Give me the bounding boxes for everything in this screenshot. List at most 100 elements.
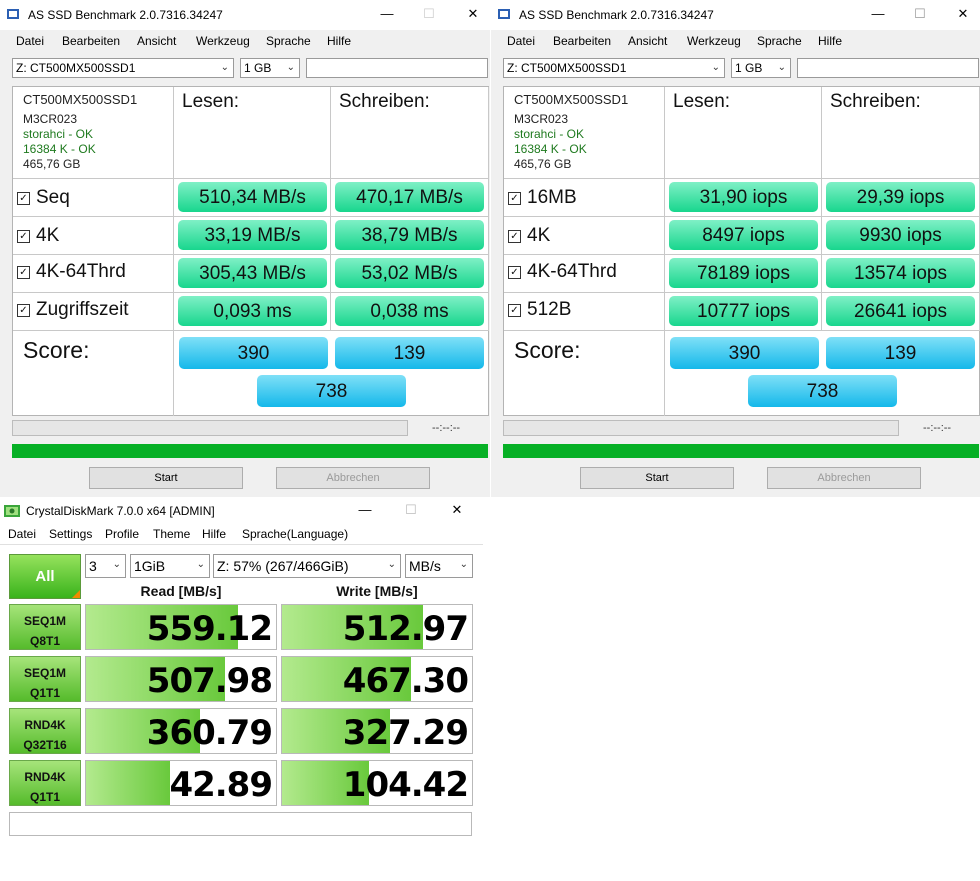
drive-select-value: Z: 57% (267/466GiB) [217,558,349,574]
minimize-button[interactable]: — [358,502,372,517]
test-button[interactable]: SEQ1M Q1T1 [9,656,81,702]
write-value: 467.30 [342,661,469,701]
checkbox-checked-icon[interactable]: ✓ [17,230,30,243]
menu-hilfe[interactable]: Hilfe [818,34,843,48]
elapsed-time: --:--:-- [432,422,461,434]
checkbox-checked-icon[interactable]: ✓ [508,192,521,205]
read-value: 360.79 [146,713,273,753]
drive-select[interactable]: Z: CT500MX500SSD1 ⌄ [12,58,234,78]
drive-select[interactable]: Z: 57% (267/466GiB) ⌄ [213,554,401,578]
write-value: 327.29 [342,713,469,753]
drive-select-value: Z: CT500MX500SSD1 [507,61,627,75]
checkbox-checked-icon[interactable]: ✓ [17,192,30,205]
unit-select[interactable]: MB/s ⌄ [405,554,473,578]
menu-bearbeiten[interactable]: Bearbeiten [553,34,612,48]
row-access-label[interactable]: ✓ Zugriffszeit [13,293,174,331]
read-result: 42.89 [85,760,277,806]
as-ssd-window-left: AS SSD Benchmark 2.0.7316.34247 — ☐ ✕ Da… [0,0,490,497]
checkbox-checked-icon[interactable]: ✓ [17,304,30,317]
write-header: Schreiben: [339,91,430,112]
drive-select[interactable]: Z: CT500MX500SSD1 ⌄ [503,58,725,78]
result-value: 31,90 iops [669,182,818,212]
score-label: Score: [23,337,90,363]
test-button[interactable]: RND4K Q32T16 [9,708,81,754]
count-select[interactable]: 3 ⌄ [85,554,126,578]
abort-button[interactable]: Abbrechen [767,467,921,489]
menu-language[interactable]: Sprache(Language) [242,527,349,541]
row-seq-read: 510,34 MB/s [174,179,331,217]
menu-sprache[interactable]: Sprache [266,34,311,48]
capacity: 465,76 GB [514,157,572,171]
row-4k64-label[interactable]: ✓ 4K-64Thrd [504,255,665,293]
read-result: 507.98 [85,656,277,702]
text-field[interactable] [306,58,488,78]
result-value: 510,34 MB/s [178,182,327,212]
close-button[interactable]: ✕ [467,6,479,21]
test-button[interactable]: SEQ1M Q8T1 [9,604,81,650]
score-label-cell: Score: [504,331,665,416]
menu-ansicht[interactable]: Ansicht [137,34,177,48]
row-512b-label[interactable]: ✓ 512B [504,293,665,331]
read-level-fill [86,605,238,649]
row-4k-label[interactable]: ✓ 4K [13,217,174,255]
menu-hilfe[interactable]: Hilfe [327,34,352,48]
write-result: 512.97 [281,604,473,650]
maximize-button[interactable]: ☐ [423,6,435,21]
write-header: Write [MB/s] [336,583,418,599]
row-seq-label[interactable]: ✓ Seq [13,179,174,217]
row-label: Seq [36,187,70,208]
menu-theme[interactable]: Theme [153,527,191,541]
menu-datei[interactable]: Datei [507,34,536,48]
abort-button[interactable]: Abbrechen [276,467,430,489]
row-512b-read: 10777 iops [665,293,822,331]
alignment-status: 16384 K - OK [23,142,96,156]
read-header-cell: Lesen: [665,87,822,179]
row-4k64-label[interactable]: ✓ 4K-64Thrd [13,255,174,293]
close-button[interactable]: ✕ [451,502,463,517]
row-access-read: 0,093 ms [174,293,331,331]
menu-settings[interactable]: Settings [49,527,93,541]
result-value: 26641 iops [826,296,975,326]
size-select[interactable]: 1 GB ⌄ [731,58,791,78]
menu-sprache[interactable]: Sprache [757,34,802,48]
as-ssd-window-right: AS SSD Benchmark 2.0.7316.34247 — ☐ ✕ Da… [491,0,980,497]
result-value: 38,79 MB/s [335,220,484,250]
row-16mb-label[interactable]: ✓ 16MB [504,179,665,217]
progress-bar [503,420,899,436]
minimize-button[interactable]: — [380,6,394,21]
test-name: RND4K [24,770,66,784]
menu-werkzeug[interactable]: Werkzeug [687,34,741,48]
chevron-down-icon: ⌄ [286,62,295,73]
maximize-button[interactable]: ☐ [405,502,417,517]
test-button[interactable]: RND4K Q1T1 [9,760,81,806]
size-select[interactable]: 1 GB ⌄ [240,58,300,78]
text-field[interactable] [797,58,979,78]
menu-werkzeug[interactable]: Werkzeug [196,34,250,48]
all-button[interactable]: All [9,554,81,599]
read-value: 42.89 [169,765,273,805]
checkbox-checked-icon[interactable]: ✓ [508,266,521,279]
chevron-down-icon: ⌄ [112,559,121,570]
menu-ansicht[interactable]: Ansicht [628,34,668,48]
start-button[interactable]: Start [89,467,243,489]
chevron-down-icon: ⌄ [220,62,229,73]
start-button[interactable]: Start [580,467,734,489]
menu-bearbeiten[interactable]: Bearbeiten [62,34,121,48]
result-value: 0,093 ms [178,296,327,326]
maximize-button[interactable]: ☐ [914,6,926,21]
menu-datei[interactable]: Datei [8,527,37,541]
menu-profile[interactable]: Profile [105,527,140,541]
row-4k-label[interactable]: ✓ 4K [504,217,665,255]
results-panel: CT500MX500SSD1 M3CR023 storahci - OK 163… [12,86,489,416]
menu-datei[interactable]: Datei [16,34,45,48]
checkbox-checked-icon[interactable]: ✓ [508,304,521,317]
size-select[interactable]: 1GiB ⌄ [130,554,210,578]
checkbox-checked-icon[interactable]: ✓ [17,266,30,279]
close-button[interactable]: ✕ [957,6,969,21]
checkbox-checked-icon[interactable]: ✓ [508,230,521,243]
comment-field[interactable] [9,812,472,836]
write-level-fill [282,605,423,649]
menu-hilfe[interactable]: Hilfe [202,527,227,541]
minimize-button[interactable]: — [871,6,885,21]
firmware: M3CR023 [514,112,569,126]
